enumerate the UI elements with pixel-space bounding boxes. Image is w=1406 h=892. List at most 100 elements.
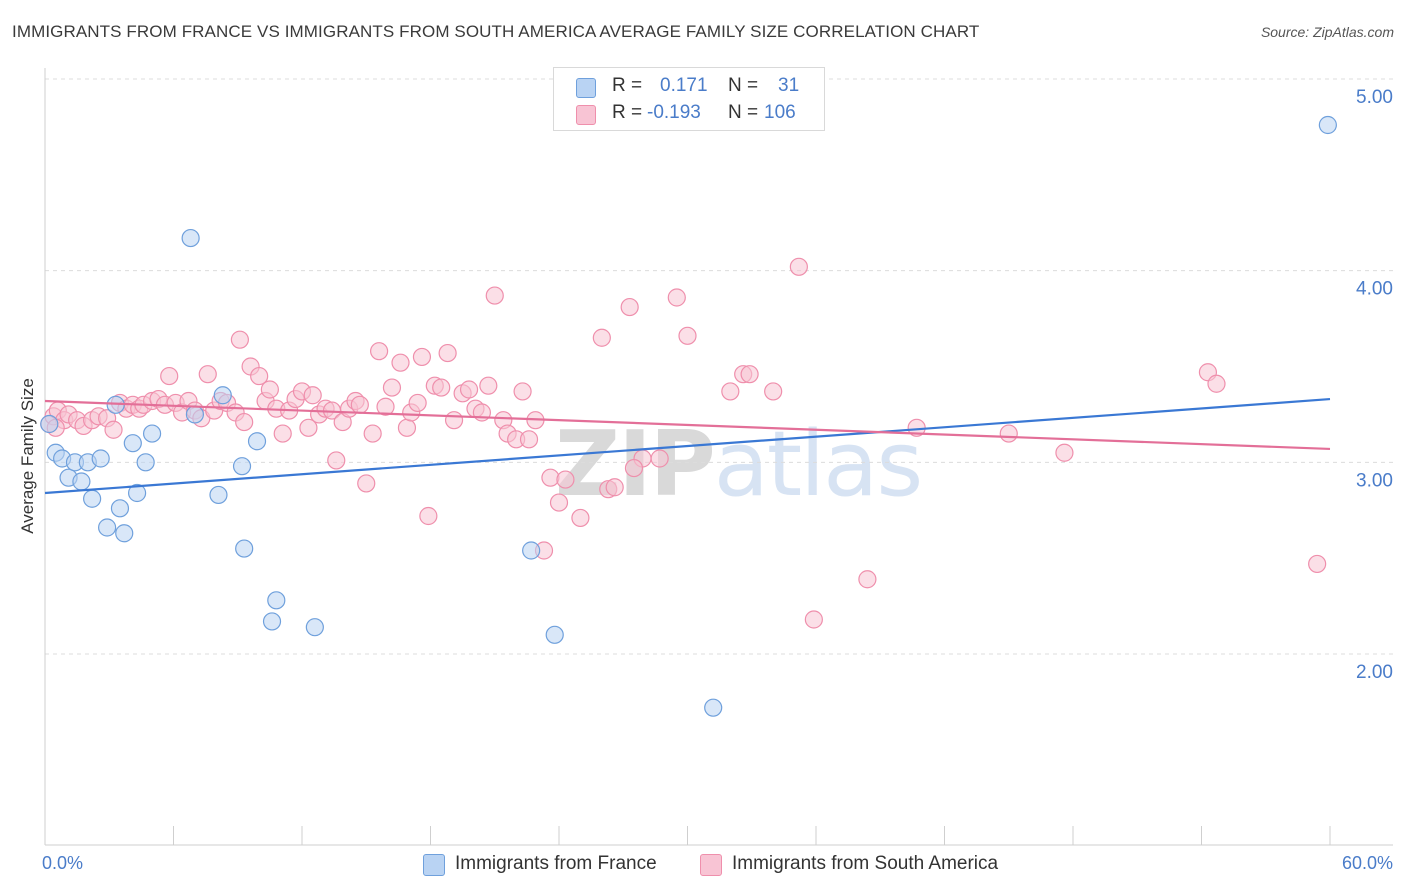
south-america-point [620, 297, 639, 317]
south-america-point [764, 382, 783, 401]
south-america-point [541, 468, 560, 487]
south-america-point [479, 376, 498, 395]
france-point [185, 405, 205, 424]
y-axis-label: Average Family Size [18, 378, 37, 534]
france-point [209, 485, 228, 505]
y-tick-labels: 2.00 3.00 4.00 5.00 [1356, 87, 1393, 683]
south-america-point [650, 449, 669, 468]
south-america-point [519, 430, 539, 449]
series-france [40, 115, 1337, 717]
france-trend-line [44, 397, 1331, 495]
france-point [213, 386, 232, 405]
south-america-point [485, 286, 504, 305]
bottom-legend-france: Immigrants from France [423, 852, 683, 878]
legend-row-france: R = 0.171 N = 31 [554, 73, 824, 99]
south-america-point [999, 424, 1018, 443]
south-america-point [459, 380, 479, 399]
france-point [545, 625, 564, 644]
chart-title: IMMIGRANTS FROM FRANCE VS IMMIGRANTS FRO… [12, 22, 980, 41]
trend-lines [44, 397, 1331, 495]
south-america-point [513, 382, 532, 401]
legend-n-value: 31 [778, 75, 800, 96]
france-point [235, 539, 254, 558]
france-point [72, 472, 91, 491]
south-america-point [556, 470, 575, 489]
y-tick-label: 3.00 [1356, 470, 1393, 491]
south-america-point [235, 412, 254, 432]
south-america-point [104, 420, 123, 439]
france-point [232, 457, 252, 476]
france-point [91, 449, 110, 468]
bottom-legend-label-south-america: Immigrants from South America [732, 853, 999, 874]
legend-r-value: -0.193 [647, 102, 701, 123]
south-america-point [160, 366, 179, 386]
france-point [181, 228, 200, 248]
south-america-point [1308, 554, 1327, 574]
france-point [522, 541, 541, 560]
legend-swatch-south-america [576, 105, 596, 125]
south-america-point [549, 493, 569, 512]
legend-n-label: N = [728, 102, 759, 123]
y-tick-label: 2.00 [1356, 662, 1393, 683]
south-america-point [605, 478, 624, 497]
south-america-point [1207, 374, 1226, 393]
south-america-point [391, 353, 410, 372]
france-point [83, 489, 102, 508]
france-point [98, 518, 117, 537]
south-america-point [250, 366, 269, 386]
south-america-point [624, 458, 644, 478]
south-america-point [667, 288, 686, 307]
south-america-trend-line [44, 399, 1331, 451]
series-south-america [40, 257, 1327, 629]
south-america-point [370, 342, 389, 361]
south-america-point [363, 424, 382, 443]
france-point [136, 453, 155, 472]
legend-n-label: N = [728, 75, 759, 96]
south-america-point [273, 424, 292, 443]
south-america-point [230, 330, 249, 349]
south-america-point [376, 397, 395, 416]
south-america-point [198, 365, 217, 384]
south-america-point [571, 508, 590, 528]
south-america-point [592, 328, 611, 347]
south-america-point [804, 610, 823, 629]
france-point [40, 414, 59, 434]
x-axis-minor-ticks [44, 826, 1331, 845]
france-point [110, 499, 130, 518]
france-point [142, 424, 162, 443]
bottom-legend-swatch-south-america [700, 854, 722, 876]
south-america-point [397, 418, 417, 437]
south-america-point [438, 343, 457, 363]
france-point [305, 618, 324, 637]
france-point [127, 483, 147, 503]
axes [44, 68, 1393, 846]
south-america-point [260, 380, 279, 399]
south-america-point [327, 451, 346, 470]
france-point [262, 612, 282, 631]
bottom-legend-south-america: Immigrants from South America [700, 852, 1030, 878]
france-point [267, 591, 286, 610]
france-point [115, 524, 134, 543]
south-america-point [740, 365, 759, 384]
x-tick-label-min: 0.0% [42, 853, 83, 873]
y-tick-label: 4.00 [1356, 279, 1393, 300]
france-point [704, 698, 723, 717]
source-label: Source: ZipAtlas.com [1260, 24, 1394, 40]
south-america-point [858, 570, 877, 589]
south-america-point [303, 386, 322, 405]
south-america-point [412, 347, 432, 367]
france-point [247, 432, 267, 451]
south-america-point [382, 378, 402, 397]
x-tick-label-max: 60.0% [1342, 853, 1393, 873]
south-america-point [357, 474, 376, 493]
bottom-legend-label-france: Immigrants from France [455, 853, 657, 874]
correlation-legend: R = 0.171 N = 31 R = -0.193 N = 106 [553, 67, 825, 131]
south-america-point [419, 506, 438, 526]
south-america-point [789, 257, 808, 276]
south-america-point [444, 411, 464, 430]
south-america-point [408, 393, 427, 413]
france-point [1318, 115, 1337, 135]
south-america-point [350, 395, 369, 414]
y-tick-label: 5.00 [1356, 87, 1393, 108]
